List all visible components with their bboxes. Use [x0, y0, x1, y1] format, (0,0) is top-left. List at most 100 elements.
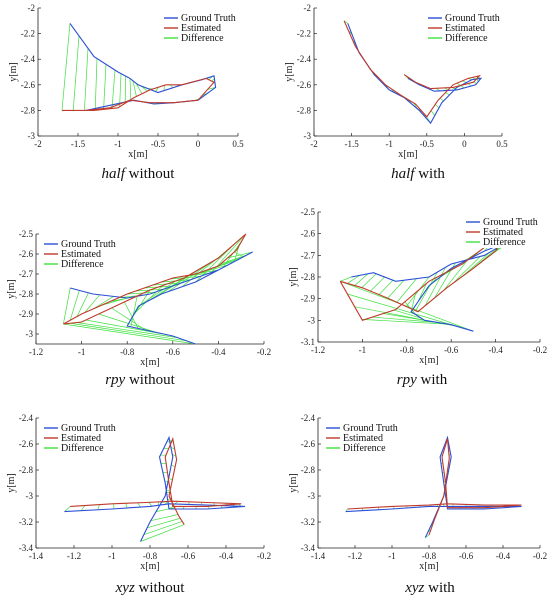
difference-lines [64, 440, 242, 542]
difference-segment [103, 64, 107, 110]
difference-segment [443, 259, 469, 291]
y-tick-label: -2.6 [21, 80, 36, 90]
x-tick-label: -1 [388, 551, 396, 561]
panel-caption: xyz without [100, 580, 200, 597]
estimated-line [343, 20, 482, 118]
y-axis-label: y[m] [6, 279, 17, 298]
x-axis-label: x[m] [419, 561, 438, 572]
difference-segment [119, 73, 122, 107]
x-axis-label: x[m] [398, 149, 417, 160]
y-tick-label: -2.8 [21, 105, 36, 115]
y-tick-label: -2.9 [19, 309, 34, 319]
x-tick-label: -1 [108, 551, 116, 561]
difference-segment [70, 322, 187, 342]
difference-segment [430, 110, 436, 116]
y-tick-label: -3.4 [301, 543, 316, 553]
difference-segment [387, 280, 405, 299]
difference-segment [393, 309, 422, 319]
ground-truth-line [70, 251, 253, 345]
caption-dataset-name: xyz [405, 580, 425, 596]
difference-segment [127, 292, 155, 295]
difference-segment [396, 278, 417, 303]
difference-segment [354, 273, 369, 286]
y-tick-label: -2.6 [19, 439, 34, 449]
panel-caption: xyz with [380, 580, 480, 597]
legend-entry: Difference [445, 33, 488, 44]
difference-segment [166, 489, 171, 492]
x-axis-label: x[m] [140, 561, 159, 572]
difference-segment [143, 521, 183, 536]
panel-caption: rpy without [90, 372, 190, 389]
caption-condition: without [134, 580, 185, 596]
difference-segment [445, 92, 450, 96]
y-axis-label: y[m] [288, 473, 299, 492]
x-tick-label: -0.2 [257, 551, 271, 561]
y-tick-label: -2.6 [301, 229, 316, 239]
legend-entry: Difference [61, 443, 104, 454]
difference-segment [63, 287, 71, 325]
difference-segment [209, 233, 247, 276]
plot-3: -1.2 -1 -0.8 -0.6 -0.4 -0.2 -3 -2.9 -2.8 -2.7 -2.6… [6, 229, 271, 368]
difference-segment [111, 70, 116, 109]
x-tick-label: 0 [196, 139, 201, 149]
difference-segment [97, 504, 100, 510]
x-tick-label: -0.8 [143, 551, 158, 561]
difference-segment [170, 446, 175, 450]
x-axis-label: x[m] [140, 357, 159, 368]
difference-segment [94, 58, 98, 111]
difference-segment [473, 81, 477, 85]
difference-segment [132, 80, 137, 97]
plot-2: -2 -1.5 -1 -0.5 0 0.5 -3 -2.8 -2.6 -2.4 -2.2 -2 x[m]… [284, 3, 508, 160]
legend-entry: Ground Truth [483, 217, 538, 228]
x-tick-label: -1.5 [344, 139, 359, 149]
plot-6: -1.4 -1.2 -1 -0.8 -0.6 -0.4 -0.2 -3.4 -3.2 -3 -2.8… [288, 413, 547, 572]
x-tick-label: -1.5 [71, 139, 86, 149]
x-tick-label: -1.2 [29, 347, 43, 357]
caption-condition: with [414, 166, 445, 182]
y-tick-label: -2.4 [301, 413, 316, 423]
difference-segment [167, 441, 172, 443]
x-tick-label: -0.5 [151, 139, 166, 149]
caption-condition: with [416, 372, 448, 388]
difference-segment [69, 290, 80, 321]
y-tick-label: -2 [28, 3, 36, 13]
difference-segment [417, 283, 427, 303]
difference-segment [340, 276, 352, 282]
y-tick-label: -3 [26, 491, 34, 501]
legend-entry: Ground Truth [61, 423, 116, 434]
y-tick-label: -2.6 [301, 439, 316, 449]
x-tick-label: -0.6 [444, 345, 459, 355]
x-tick-label: -0.8 [422, 551, 437, 561]
x-tick-label: 0 [462, 139, 467, 149]
caption-condition: with [424, 580, 455, 596]
legend-entry: Difference [61, 259, 104, 270]
difference-segment [168, 260, 215, 292]
difference-segment [148, 502, 153, 507]
x-tick-label: -2 [310, 139, 318, 149]
difference-segment [147, 275, 189, 302]
x-tick-label: -1 [385, 139, 393, 149]
x-tick-label: -0.2 [533, 345, 547, 355]
y-tick-label: -2.6 [19, 249, 34, 259]
legend-entry: Estimated [61, 433, 101, 444]
x-axis-label: x[m] [419, 355, 438, 366]
x-tick-label: -0.2 [533, 551, 547, 561]
difference-segment [168, 478, 173, 480]
y-axis-label: y[m] [288, 267, 299, 286]
caption-dataset-name: half [391, 166, 415, 182]
difference-segment [424, 267, 446, 306]
difference-segment [372, 316, 438, 323]
y-tick-label: -3 [28, 131, 36, 141]
x-tick-label: 0.5 [232, 139, 244, 149]
x-tick-label: -1.4 [311, 551, 326, 561]
difference-segment [452, 256, 481, 284]
x-axis-label: x[m] [128, 149, 147, 160]
x-tick-label: -0.4 [496, 551, 511, 561]
x-tick-label: -0.4 [211, 347, 226, 357]
difference-segment [98, 313, 157, 333]
plot-1: -2 -1.5 -1 -0.5 0 0.5 -3 -2.8 -2.6 -2.4 -2.2 -2 x[m]… [8, 3, 244, 160]
